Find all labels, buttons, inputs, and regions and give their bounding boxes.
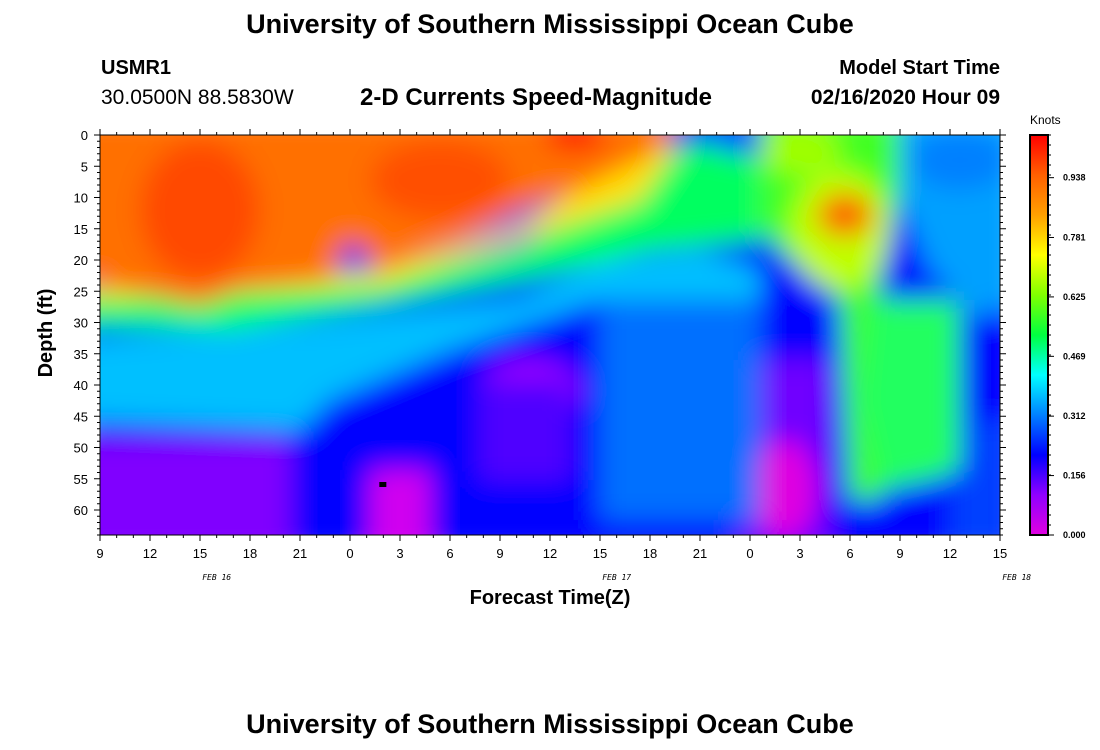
x-tick-label: 15 — [993, 546, 1007, 561]
y-tick-label: 55 — [74, 472, 88, 487]
colorbar-tick-label: 0.312 — [1063, 411, 1086, 421]
model-start-label: Model Start Time — [839, 57, 1000, 79]
x-tick-label: 12 — [943, 546, 957, 561]
x-tick-label: 12 — [143, 546, 157, 561]
x-tick-label: 6 — [846, 546, 853, 561]
y-tick-label: 60 — [74, 503, 88, 518]
marker — [379, 482, 387, 487]
chart-subtitle: 2-D Currents Speed-Magnitude — [360, 84, 713, 111]
y-tick-label: 30 — [74, 316, 88, 331]
model-start-value: 02/16/2020 Hour 09 — [810, 86, 1000, 109]
x-tick-label: 21 — [693, 546, 707, 561]
date-label: FEB 17 — [602, 573, 631, 582]
date-label: FEB 18 — [1002, 573, 1031, 582]
x-tick-label: 15 — [193, 546, 207, 561]
date-labels: FEB 16 FEB 17 FEB 18 — [202, 573, 1031, 582]
colorbar-tick-label: 0.469 — [1063, 351, 1086, 361]
colorbar: Knots 0.938 0.781 0.625 0.469 0.312 0.156 0.00… — [1029, 113, 1086, 540]
station-id: USMR1 — [101, 57, 172, 79]
heatmap-field — [100, 135, 1000, 535]
x-tick-label: 18 — [243, 546, 257, 561]
colorbar-tick-label: 0.781 — [1063, 232, 1086, 242]
x-tick-label: 9 — [96, 546, 103, 561]
y-tick-label: 50 — [74, 441, 88, 456]
colorbar-gradient — [1029, 134, 1049, 536]
y-tick-label: 5 — [81, 159, 88, 174]
y-axis-title: Depth (ft) — [35, 289, 57, 378]
y-tick-label: 0 — [81, 128, 88, 143]
y-axis: 0 5 10 15 20 25 30 35 40 45 50 55 60 — [74, 128, 1006, 536]
y-tick-label: 25 — [74, 284, 88, 299]
main-title: University of Southern Mississippi Ocean… — [246, 9, 854, 39]
x-tick-label: 6 — [446, 546, 453, 561]
x-axis-title: Forecast Time(Z) — [470, 587, 631, 609]
colorbar-units: Knots — [1030, 113, 1061, 127]
x-tick-label: 12 — [543, 546, 557, 561]
x-tick-label: 9 — [496, 546, 503, 561]
y-tick-label: 35 — [74, 347, 88, 362]
colorbar-tick-label: 0.625 — [1063, 292, 1086, 302]
colorbar-tick-label: 0.156 — [1063, 471, 1086, 481]
colorbar-tick-label: 0.938 — [1063, 173, 1086, 183]
y-tick-label: 15 — [74, 222, 88, 237]
x-tick-label: 0 — [346, 546, 353, 561]
x-tick-label: 21 — [293, 546, 307, 561]
date-label: FEB 16 — [202, 573, 231, 582]
y-tick-label: 10 — [74, 191, 88, 206]
x-tick-label: 0 — [746, 546, 753, 561]
x-tick-label: 3 — [796, 546, 803, 561]
x-tick-label: 18 — [643, 546, 657, 561]
y-tick-label: 45 — [74, 409, 88, 424]
x-tick-label: 15 — [593, 546, 607, 561]
y-tick-label: 40 — [74, 378, 88, 393]
marker-point — [379, 482, 387, 487]
x-tick-label: 3 — [396, 546, 403, 561]
footer-title: University of Southern Mississippi Ocean… — [246, 709, 854, 739]
station-coordinates: 30.0500N 88.5830W — [101, 86, 294, 109]
y-tick-label: 20 — [74, 253, 88, 268]
colorbar-tick-label: 0.000 — [1063, 530, 1086, 540]
x-tick-label: 9 — [896, 546, 903, 561]
x-axis: 9 12 15 18 21 0 3 6 9 12 15 18 21 0 3 6 9 12 15 — [96, 129, 1007, 561]
